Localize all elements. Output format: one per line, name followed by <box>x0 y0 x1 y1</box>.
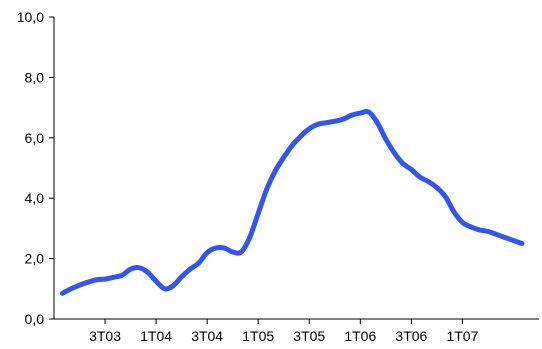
series-line-0 <box>60 109 525 296</box>
x-axis-tick-labels: 3T03 1T04 3T04 1T05 3T05 1T06 3T06 1T07 <box>89 328 478 344</box>
y-tick-label: 0,0 <box>25 311 45 327</box>
x-tick-label: 3T03 <box>89 328 121 344</box>
y-tick-label: 2,0 <box>25 251 45 267</box>
series-layer <box>60 109 525 296</box>
y-tick-label: 6,0 <box>25 130 45 146</box>
y-axis-tick-labels: 0,0 2,0 4,0 6,0 8,0 10,0 <box>17 9 44 327</box>
y-tick-label: 10,0 <box>17 9 44 25</box>
x-tick-label: 3T05 <box>293 328 325 344</box>
y-tick-label: 4,0 <box>25 190 45 206</box>
x-tick-label: 1T04 <box>140 328 172 344</box>
x-tick-label: 3T06 <box>395 328 427 344</box>
chart-axes <box>49 16 539 324</box>
x-tick-label: 3T04 <box>191 328 223 344</box>
x-tick-label: 1T06 <box>344 328 376 344</box>
x-tick-label: 1T07 <box>446 328 478 344</box>
y-tick-label: 8,0 <box>25 69 45 85</box>
x-tick-label: 1T05 <box>242 328 274 344</box>
